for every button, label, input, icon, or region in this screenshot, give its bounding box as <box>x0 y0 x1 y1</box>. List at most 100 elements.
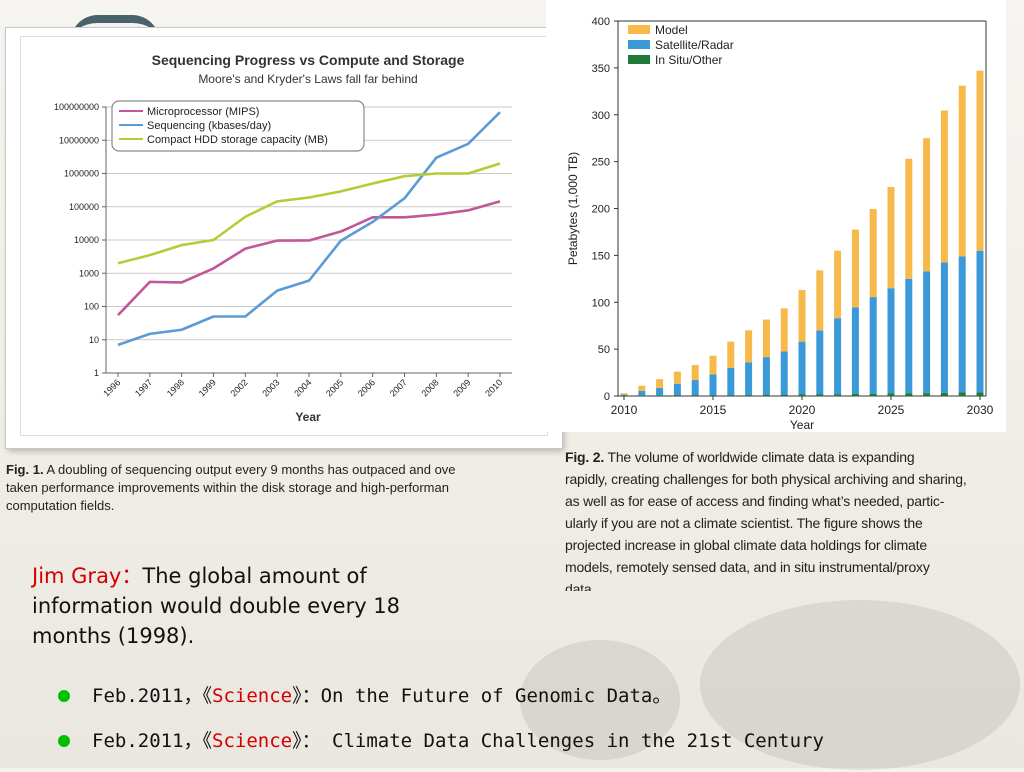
reference-item: Feb.2011，《Science》： Climate Data Challen… <box>58 727 1008 772</box>
bar-segment <box>656 379 663 388</box>
y-tick-label: 250 <box>592 157 610 169</box>
bullet-dot-icon <box>58 735 70 747</box>
bar-segment <box>799 290 806 342</box>
bar-segment <box>834 251 841 319</box>
bar-segment <box>941 262 948 392</box>
reference-date: Feb.2011，《 <box>92 730 212 752</box>
y-tick-label: 150 <box>592 250 610 262</box>
x-tick-label: 2008 <box>420 377 441 398</box>
quote-author: Jim Gray： <box>32 564 142 588</box>
bar-segment <box>959 86 966 257</box>
bar-segment <box>692 365 699 380</box>
y-tick-label: 10000000 <box>59 135 99 145</box>
figure-1-chart-area: Sequencing Progress vs Compute and Stora… <box>20 36 548 436</box>
x-tick-label: 2020 <box>789 403 816 417</box>
bar-segment <box>621 393 628 394</box>
figure-2-caption-text: The volume of worldwide climate data is … <box>565 449 967 591</box>
legend-label: Model <box>655 23 688 37</box>
y-tick-label: 1000000 <box>64 169 99 179</box>
bar-segment <box>674 384 681 395</box>
bar-segment <box>852 230 859 308</box>
reference-item: Feb.2011，《Science》：On the Future of Geno… <box>58 682 1008 727</box>
x-tick-label: 1997 <box>133 377 154 398</box>
bar-segment <box>870 297 877 394</box>
bar-segment <box>745 395 752 396</box>
x-tick-label: 2009 <box>451 377 472 398</box>
reference-text: Feb.2011，《Science》：On the Future of Geno… <box>92 682 671 710</box>
bar-segment <box>888 288 895 393</box>
y-tick-label: 300 <box>592 110 610 122</box>
bar-segment <box>781 395 788 396</box>
y-tick-label: 200 <box>592 204 610 216</box>
bar-segment <box>674 395 681 396</box>
figure-1-caption-label: Fig. 1. <box>6 462 44 477</box>
bar-segment <box>674 372 681 384</box>
legend-swatch <box>628 55 650 64</box>
x-tick-label: 2030 <box>967 403 994 417</box>
bar-segment <box>656 388 663 396</box>
y-tick-label: 0 <box>604 391 610 403</box>
y-tick-label: 10000 <box>74 235 99 245</box>
bar-segment <box>905 393 912 396</box>
x-tick-label: 2010 <box>611 403 638 417</box>
bar-segment <box>692 380 699 395</box>
bar-segment <box>977 392 984 396</box>
bar-segment <box>727 395 734 396</box>
x-axis-label: Year <box>295 410 321 424</box>
x-axis-label: Year <box>790 418 814 432</box>
chart-subtitle: Moore's and Kryder's Laws fall far behin… <box>198 72 417 86</box>
x-tick-label: 2006 <box>356 377 377 398</box>
legend-label: Sequencing (kbases/day) <box>147 120 271 132</box>
series-line <box>118 201 500 315</box>
x-tick-label: 2007 <box>388 377 409 398</box>
x-tick-label: 1999 <box>197 377 218 398</box>
bar-segment <box>852 394 859 396</box>
y-tick-label: 10 <box>89 335 99 345</box>
figure-1-caption-text: A doubling of sequencing output every 9 … <box>6 462 456 513</box>
bar-segment <box>941 393 948 396</box>
bar-segment <box>816 330 823 394</box>
bar-segment <box>638 391 645 396</box>
legend-swatch <box>628 25 650 34</box>
bar-segment <box>870 209 877 297</box>
bar-segment <box>799 342 806 395</box>
y-tick-label: 350 <box>592 63 610 75</box>
bar-segment <box>977 71 984 251</box>
figure-2-caption: Fig. 2. The volume of worldwide climate … <box>565 446 993 591</box>
x-tick-label: 1996 <box>101 377 122 398</box>
y-tick-label: 100 <box>592 297 610 309</box>
bar-segment <box>816 394 823 396</box>
bar-segment <box>923 393 930 396</box>
y-tick-label: 100000 <box>69 202 99 212</box>
bullet-dot-icon <box>58 690 70 702</box>
legend-label: Satellite/Radar <box>655 38 734 52</box>
bar-segment <box>727 342 734 368</box>
figure-1-line-chart: Sequencing Progress vs Compute and Stora… <box>20 36 548 436</box>
bar-segment <box>745 362 752 395</box>
bar-segment <box>710 395 717 396</box>
figure-1-frame: Sequencing Progress vs Compute and Stora… <box>6 28 562 448</box>
bar-segment <box>781 351 788 394</box>
y-tick-label: 400 <box>592 16 610 28</box>
figure-1-caption: Fig. 1. A doubling of sequencing output … <box>6 461 552 515</box>
reference-journal: Science <box>212 685 292 707</box>
bar-segment <box>888 187 895 288</box>
bar-segment <box>834 318 841 394</box>
reference-text: Feb.2011，《Science》： Climate Data Challen… <box>92 727 824 755</box>
bar-segment <box>638 386 645 391</box>
legend-swatch <box>628 40 650 49</box>
bar-segment <box>852 307 859 393</box>
x-tick-label: 2005 <box>324 377 345 398</box>
x-tick-label: 2003 <box>260 377 281 398</box>
bar-segment <box>710 356 717 375</box>
bar-segment <box>745 330 752 362</box>
legend-label: Microprocessor (MIPS) <box>147 106 259 118</box>
x-tick-label: 2010 <box>483 377 504 398</box>
bar-segment <box>959 256 966 392</box>
bar-segment <box>941 111 948 263</box>
bar-segment <box>905 159 912 279</box>
x-tick-label: 2015 <box>700 403 727 417</box>
y-axis-label: Petabytes (1,000 TB) <box>566 152 580 265</box>
